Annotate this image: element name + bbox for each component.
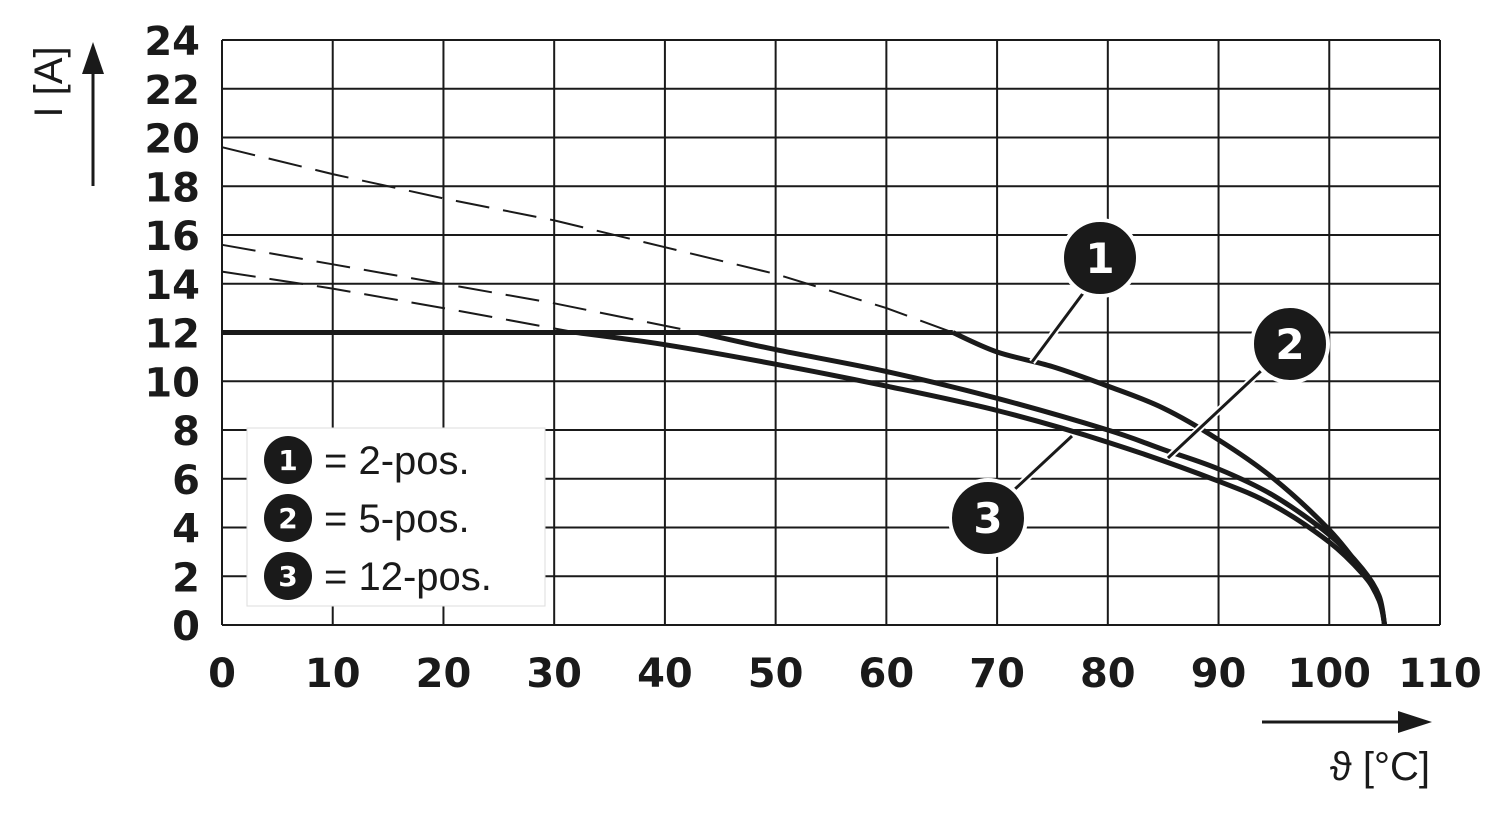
legend-marker-label: 1 (278, 444, 297, 477)
x-tick-label: 40 (637, 651, 693, 697)
x-axis-title: ϑ [°C] (1262, 711, 1432, 789)
x-tick-label: 110 (1398, 651, 1482, 697)
callout-marker-icon-3 (948, 478, 1028, 558)
callout-marker-label: 2 (1275, 320, 1304, 369)
x-tick-label: 100 (1288, 651, 1372, 697)
x-tick-label: 0 (208, 651, 236, 697)
y-axis-label: I [A] (27, 46, 71, 117)
legend-entries: 1 = 2-pos. 2 = 5-pos. 3 = 12-pos. (264, 436, 492, 600)
y-tick-label: 2 (172, 555, 200, 601)
series-1-dashed-curve (221, 146, 954, 334)
callout-marker-icon-1 (1060, 218, 1140, 298)
y-tick-label: 24 (144, 19, 200, 65)
series-3-dashed-curve (221, 270, 577, 334)
y-tick-label: 12 (144, 312, 200, 358)
callout-marker-label: 1 (1085, 234, 1114, 283)
y-tick-label: 16 (144, 214, 200, 260)
y-tick-label: 10 (144, 360, 200, 406)
x-axis-label: ϑ [°C] (1330, 745, 1430, 789)
x-tick-label: 30 (526, 651, 582, 697)
x-tick-label: 50 (748, 651, 804, 697)
series-2-line (697, 330, 1388, 626)
y-tick-label: 0 (172, 604, 200, 650)
y-tick-label: 4 (172, 507, 200, 553)
y-tick-label: 8 (172, 409, 200, 455)
x-tick-label: 10 (305, 651, 361, 697)
x-tick-label: 70 (969, 651, 1025, 697)
y-tick-label: 14 (144, 263, 200, 309)
legend-entry-label: = 5-pos. (324, 497, 470, 541)
series-3-line (575, 330, 1388, 626)
x-tick-label: 20 (416, 651, 472, 697)
y-axis-title: I [A] (27, 42, 104, 186)
y-tick-label: 18 (144, 165, 200, 211)
legend-entry-label: = 12-pos. (324, 555, 492, 599)
series-group (221, 146, 1388, 626)
legend-marker-icon-1 (264, 436, 312, 484)
callout-leader-line (1030, 291, 1086, 363)
legend-marker-label: 3 (278, 560, 297, 593)
y-tick-label: 6 (172, 458, 200, 504)
y-tick-label: 20 (144, 117, 200, 163)
x-tick-label: 90 (1191, 651, 1247, 697)
x-axis-arrowhead-icon (1398, 711, 1432, 733)
tick-labels: 0 10 20 30 40 50 60 70 80 90 100 110024681012141618… (144, 19, 1481, 697)
legend-marker-icon-2 (264, 494, 312, 542)
x-tick-label: 60 (859, 651, 915, 697)
callout-marker-icon-2 (1250, 304, 1330, 384)
legend-marker-label: 2 (278, 502, 297, 535)
callout-leader-line (1166, 368, 1264, 460)
y-axis-arrowhead-icon (82, 42, 104, 74)
legend-marker-icon-3 (264, 552, 312, 600)
callout-leader-line (1012, 434, 1074, 492)
y-tick-label: 22 (144, 68, 200, 114)
callouts: 1 2 3 (948, 218, 1330, 558)
callout-marker-label: 3 (973, 494, 1002, 543)
grid (221, 39, 1441, 626)
x-tick-label: 80 (1080, 651, 1136, 697)
series-2-dashed-curve (221, 243, 699, 334)
legend-entry-label: = 2-pos. (324, 439, 470, 483)
